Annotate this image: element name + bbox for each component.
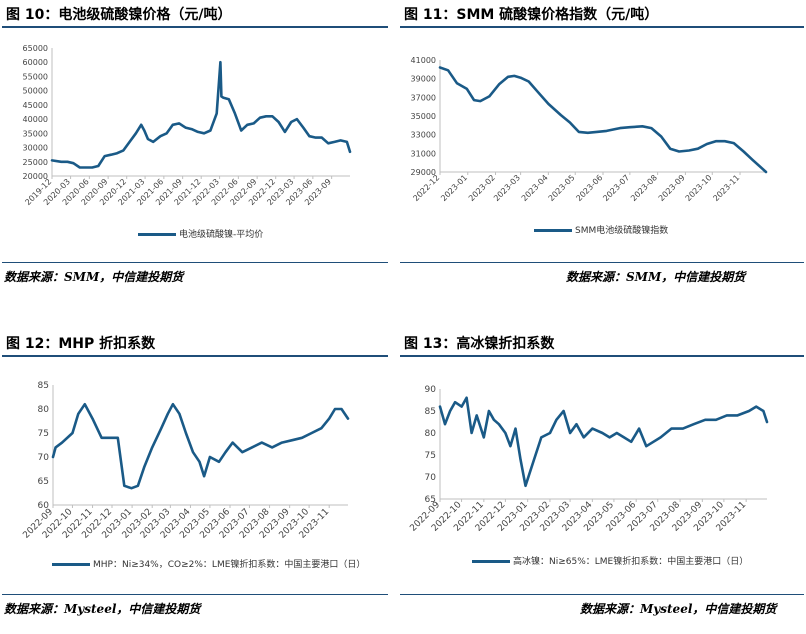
x-tick-label: 2023-04: [520, 173, 550, 203]
x-tick-label: 2023-07: [601, 173, 631, 203]
y-tick-label: 80: [425, 429, 437, 439]
x-tick-label: 2023-02: [467, 173, 497, 203]
panel-3-title: 图 12：MHP 折扣系数: [6, 336, 156, 352]
y-tick-label: 85: [38, 381, 49, 391]
panel-4-title: 图 13：高冰镍折扣系数: [404, 336, 555, 352]
y-tick-label: 39000: [411, 75, 436, 84]
x-tick-label: 2022-12: [411, 173, 441, 203]
x-tick-label: 2023-09: [657, 173, 687, 203]
series-line: [438, 396, 769, 488]
panel-2-chart: 29000 31000 33000 35000 37000 39000 41000 2022-…: [411, 56, 768, 203]
y-tick-label: 25000: [23, 158, 48, 167]
panel-2-legend: SMM电池级硫酸镍指数: [534, 223, 668, 236]
panel-3-header: 图 12：MHP 折扣系数: [2, 331, 388, 357]
panel-2-source: 数据来源：SMM，中信建投期货: [566, 270, 746, 284]
series-line: [50, 60, 352, 169]
y-tick-label: 70: [425, 473, 437, 483]
legend-line-swatch: [138, 233, 176, 236]
panel-1-legend: 电池级硫酸镍-平均价: [138, 227, 263, 240]
y-tick-label: 90: [425, 385, 437, 395]
x-tick-label: 2023-06: [574, 173, 604, 203]
y-tick-label: 75: [38, 429, 49, 439]
panel-3-legend-label: MHP：Ni≥34%，CO≥2%：LME镍折扣系数：中国主要港口（日）: [93, 560, 366, 570]
x-tick-label: 2023-01: [439, 173, 469, 203]
panel-4-chart: 6570758085902022-092022-102022-112022-12…: [408, 385, 769, 534]
y-tick-label: 55000: [23, 72, 48, 81]
panel-4-header: 图 13：高冰镍折扣系数: [400, 331, 804, 357]
panel-4-legend: 高冰镍：Ni≥65%：LME镍折扣系数：中国主要港口（日）: [472, 554, 748, 567]
series-line: [438, 66, 768, 174]
y-tick-label: 37000: [411, 93, 436, 102]
y-tick-label: 29000: [411, 168, 436, 177]
series-line: [51, 402, 350, 490]
panel-4-source-rule: [400, 594, 804, 595]
legend-line-swatch: [472, 560, 510, 563]
panel-2-header: 图 11：SMM 硫酸镍价格指数（元/吨）: [400, 2, 804, 28]
y-tick-label: 60: [38, 501, 50, 511]
panel-3-legend: MHP：Ni≥34%，CO≥2%：LME镍折扣系数：中国主要港口（日）: [52, 557, 365, 570]
panel-2-legend-label: SMM电池级硫酸镍指数: [575, 226, 669, 236]
panel-1-legend-label: 电池级硫酸镍-平均价: [179, 230, 264, 240]
x-tick-label: 2023-05: [547, 173, 577, 203]
y-tick-label: 40000: [23, 115, 48, 124]
panel-4-source: 数据来源：Mysteel，中信建投期货: [580, 602, 777, 616]
y-tick-label: 30000: [23, 144, 48, 153]
x-tick-label: 2023-10: [684, 173, 714, 203]
x-tick-label: 2023-03: [492, 173, 522, 203]
y-tick-label: 31000: [411, 149, 436, 158]
y-tick-label: 80: [38, 405, 50, 415]
y-tick-label: 45000: [23, 101, 48, 110]
y-tick-label: 75: [425, 451, 436, 461]
x-tick-label: 2023-11: [711, 173, 741, 203]
panel-1-source: 数据来源：SMM，中信建投期货: [4, 270, 184, 284]
y-tick-label: 33000: [411, 131, 436, 140]
y-tick-label: 41000: [411, 56, 436, 65]
panel-4-legend-label: 高冰镍：Ni≥65%：LME镍折扣系数：中国主要港口（日）: [513, 557, 749, 567]
panel-3-chart: 6065707580852022-092022-102022-112022-12…: [21, 381, 350, 541]
panel-2-title: 图 11：SMM 硫酸镍价格指数（元/吨）: [404, 7, 659, 23]
panel-2-source-rule: [400, 262, 804, 263]
y-tick-label: 85: [425, 407, 436, 417]
y-tick-label: 35000: [23, 129, 48, 138]
y-tick-label: 35000: [411, 112, 436, 121]
panel-3-source-rule: [2, 594, 388, 595]
y-tick-label: 50000: [23, 87, 48, 96]
y-tick-label: 65: [425, 495, 436, 505]
y-tick-label: 65: [38, 477, 49, 487]
panel-1-header: 图 10：电池级硫酸镍价格（元/吨）: [2, 2, 388, 28]
y-tick-label: 60000: [23, 58, 48, 67]
legend-line-swatch: [52, 563, 90, 566]
y-tick-label: 20000: [23, 172, 48, 181]
y-tick-label: 65000: [23, 44, 48, 53]
legend-line-swatch: [534, 229, 572, 232]
panel-1-source-rule: [2, 262, 388, 263]
panel-1-title: 图 10：电池级硫酸镍价格（元/吨）: [6, 7, 232, 23]
x-tick-label: 2023-08: [629, 173, 659, 203]
panel-1-chart: 20000 25000 30000 35000 40000 45000 50000 55000…: [23, 44, 352, 207]
panel-3-source: 数据来源：Mysteel，中信建投期货: [4, 602, 201, 616]
y-tick-label: 70: [38, 453, 50, 463]
